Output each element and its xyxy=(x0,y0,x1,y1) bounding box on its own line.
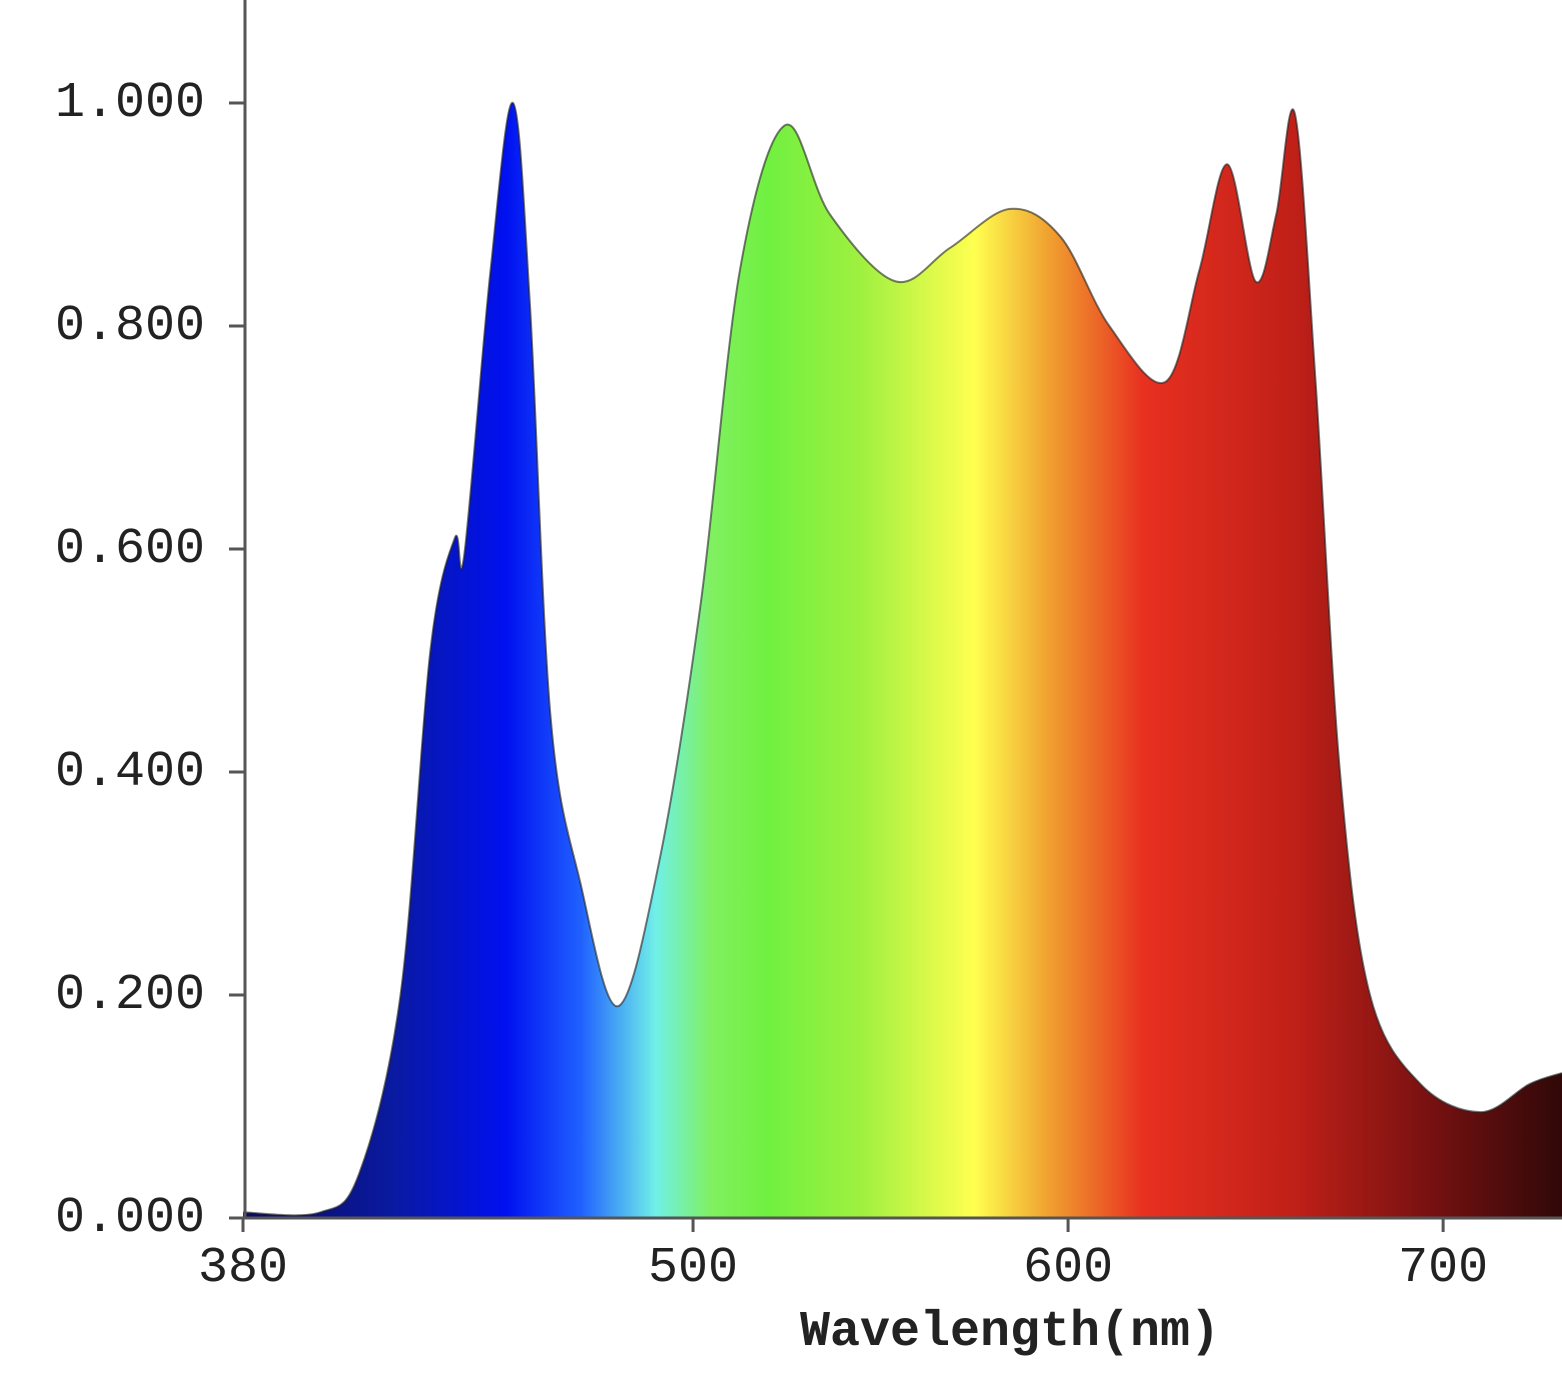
spectrum-outline xyxy=(242,101,1562,1217)
y-tick-label: 1.000 xyxy=(55,75,205,132)
y-tick-label: 0.200 xyxy=(55,967,205,1024)
y-tick-label: 0.000 xyxy=(55,1190,205,1247)
x-axis-label: Wavelength(nm) xyxy=(800,1304,1220,1361)
x-tick-label: 500 xyxy=(648,1240,738,1297)
y-tick-label: 0.400 xyxy=(55,744,205,801)
x-tick-label: 700 xyxy=(1398,1240,1488,1297)
spectrum-area xyxy=(243,102,1562,1218)
y-tick-label: 0.800 xyxy=(55,298,205,355)
x-tick-label: 600 xyxy=(1023,1240,1113,1297)
y-tick-label: 0.600 xyxy=(55,521,205,578)
x-tick-label: 380 xyxy=(198,1240,288,1297)
